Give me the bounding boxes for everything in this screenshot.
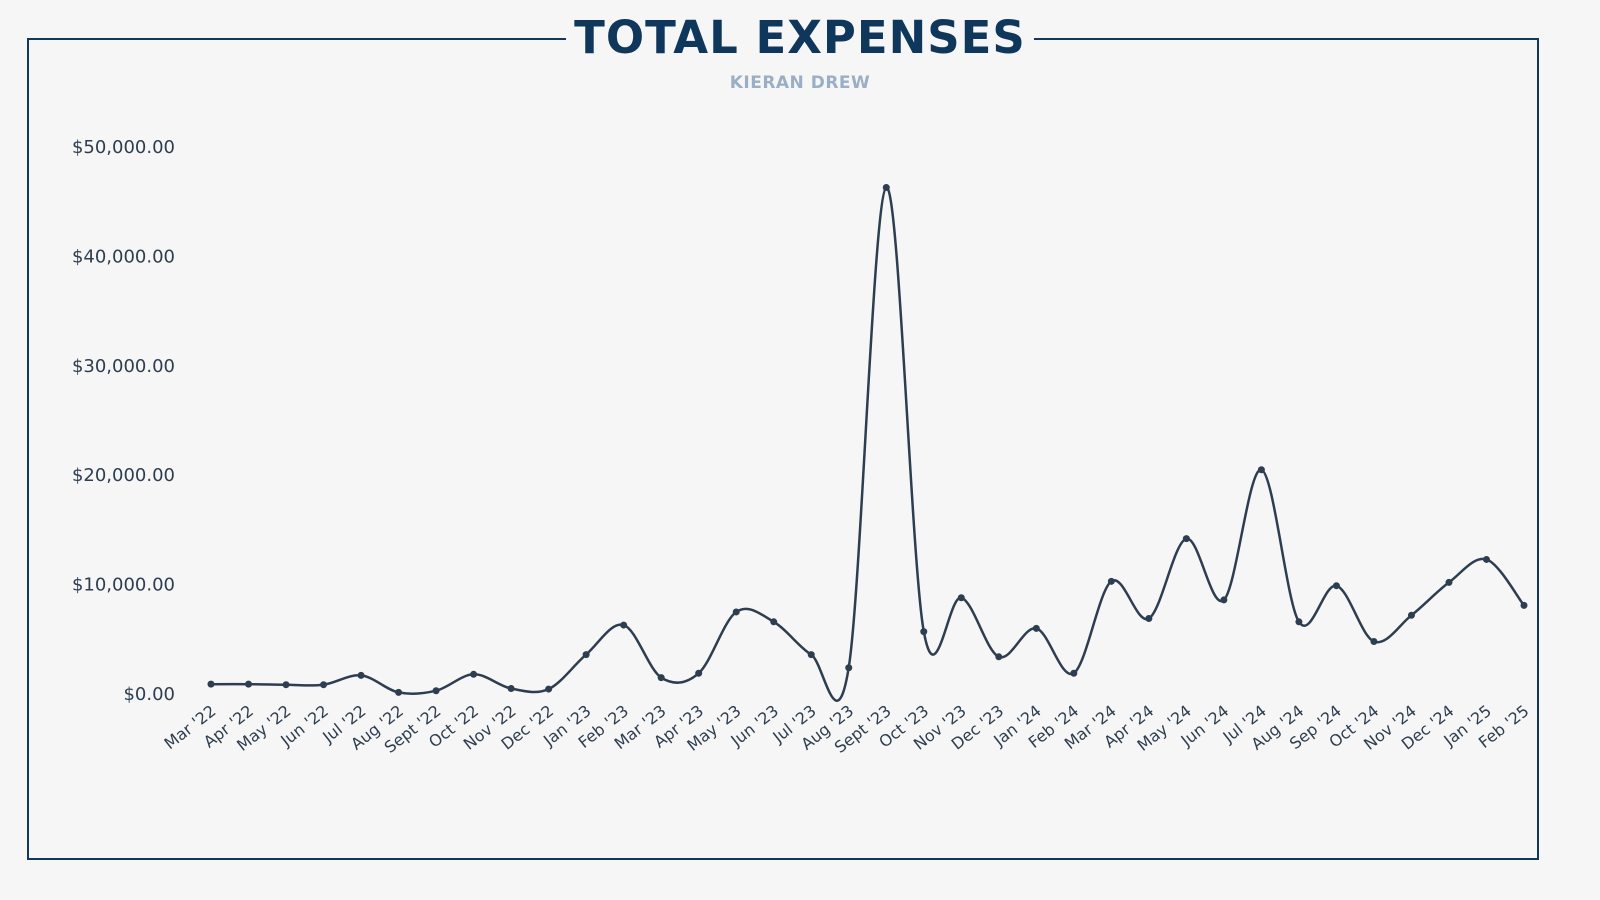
data-point — [620, 621, 628, 629]
data-point — [470, 670, 478, 678]
data-point — [1295, 618, 1303, 626]
data-point — [957, 594, 965, 602]
chart-subtitle: KIERAN DREW — [729, 73, 871, 93]
data-point — [282, 681, 290, 689]
data-point — [1182, 535, 1190, 543]
data-point — [732, 608, 740, 616]
data-point — [395, 688, 403, 696]
y-tick-label: $20,000.00 — [72, 465, 175, 486]
y-tick-label: $0.00 — [123, 684, 175, 705]
data-point — [1257, 466, 1265, 474]
data-point — [770, 618, 778, 626]
data-points — [207, 183, 1528, 696]
data-point — [1145, 615, 1153, 623]
data-point — [1032, 624, 1040, 632]
y-axis-ticks: $0.00 $10,000.00 $20,000.00 $30,000.00 $40,0… — [72, 137, 175, 705]
data-point — [507, 685, 515, 693]
data-point — [1520, 601, 1528, 609]
data-point — [995, 653, 1003, 661]
data-point — [432, 687, 440, 695]
data-point — [1332, 582, 1340, 590]
data-point — [807, 651, 815, 659]
data-point — [1370, 637, 1378, 645]
y-tick-label: $50,000.00 — [72, 137, 175, 158]
data-point — [1407, 611, 1415, 619]
y-tick-label: $10,000.00 — [72, 575, 175, 596]
data-point — [1445, 578, 1453, 586]
data-point — [357, 671, 365, 679]
data-point — [920, 628, 928, 636]
data-point — [1107, 577, 1115, 585]
data-point — [320, 681, 328, 689]
data-point — [545, 685, 553, 693]
series-line — [210, 186, 1525, 702]
data-point — [695, 669, 703, 677]
data-point — [657, 674, 665, 682]
data-point — [245, 680, 253, 688]
data-point — [1070, 669, 1078, 677]
data-point — [882, 183, 890, 191]
y-tick-label: $30,000.00 — [72, 356, 175, 377]
y-tick-label: $40,000.00 — [72, 246, 175, 267]
data-point — [845, 664, 853, 672]
data-point — [1220, 596, 1228, 604]
data-point — [1482, 555, 1490, 563]
data-point — [582, 651, 590, 659]
data-point — [207, 680, 215, 688]
